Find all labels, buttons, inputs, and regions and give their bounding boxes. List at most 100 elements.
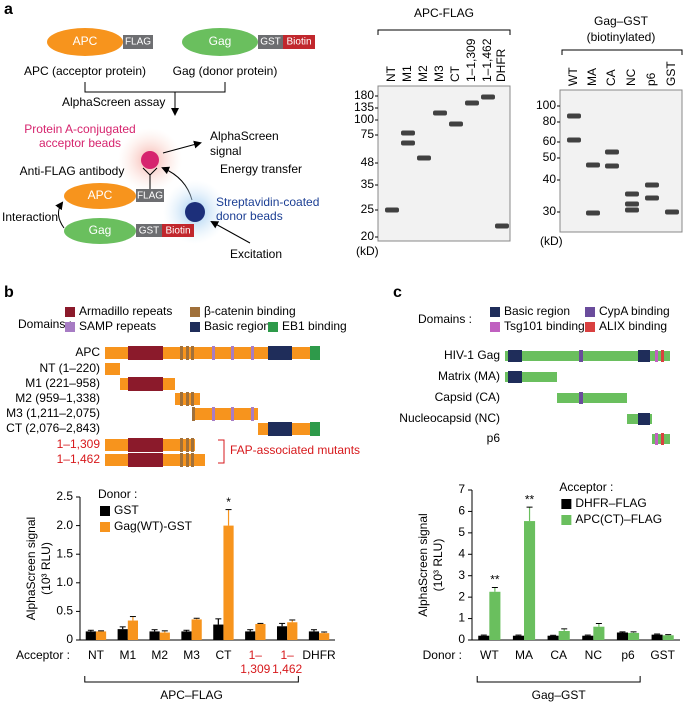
panel-label: b xyxy=(4,284,14,301)
domains-label: Domains : xyxy=(418,312,472,326)
legend-title: Donor : xyxy=(98,487,137,501)
x-tick-label: WT xyxy=(480,648,499,662)
blot-title: APC-FLAG xyxy=(414,6,474,20)
bar xyxy=(213,624,224,640)
biotin-label: Biotin xyxy=(165,226,190,237)
legend-label: SAMP repeats xyxy=(79,319,156,333)
legend-swatch xyxy=(190,322,200,332)
legend-label: Tsg101 binding xyxy=(504,319,585,333)
band xyxy=(625,191,639,197)
acceptor-bead xyxy=(141,151,159,169)
band xyxy=(481,94,495,100)
gag-shape xyxy=(64,218,136,244)
legend-label: Armadillo repeats xyxy=(79,304,172,318)
domain xyxy=(180,392,183,406)
protein-bar xyxy=(557,393,627,403)
domain xyxy=(191,438,194,452)
band xyxy=(625,201,639,207)
caption: APC (acceptor protein) xyxy=(24,64,146,78)
lane-label: NT xyxy=(384,65,398,82)
protein-bar xyxy=(505,351,670,361)
row-label: M1 (221–958) xyxy=(25,376,100,390)
band xyxy=(605,149,619,155)
x-tick-label: M3 xyxy=(183,648,200,662)
legend-label: DHFR–FLAG xyxy=(575,496,646,510)
legend-swatch xyxy=(561,515,572,525)
gst-label: GST xyxy=(139,226,160,237)
marker-label: 60 xyxy=(543,134,557,148)
y-tick-label: 7 xyxy=(458,482,465,496)
domain xyxy=(231,346,234,360)
domain xyxy=(186,346,189,360)
bar xyxy=(558,631,570,640)
marker-label: 80 xyxy=(543,114,557,128)
row-label: Capsid (CA) xyxy=(435,390,500,404)
band xyxy=(665,209,679,215)
bar xyxy=(159,632,170,640)
x-tick-label: NT xyxy=(88,648,105,662)
protein-bar xyxy=(105,363,120,375)
y-tick-label: 2.0 xyxy=(56,518,73,532)
y-tick-label: 3 xyxy=(458,568,465,582)
blot-title: (biotinylated) xyxy=(587,30,656,44)
row-label: Nucleocapsid (NC) xyxy=(399,411,500,425)
domain xyxy=(186,392,189,406)
blot xyxy=(377,85,511,242)
bar xyxy=(547,635,559,640)
row-label: NT (1–220) xyxy=(40,361,100,375)
band xyxy=(625,207,639,213)
gst-tag xyxy=(258,35,283,49)
marker-label: 35 xyxy=(361,177,375,191)
y-tick-label: 6 xyxy=(458,504,465,518)
y-tick-label: 4 xyxy=(458,546,465,560)
donor-bead xyxy=(185,202,205,222)
legend-label: APC(CT)–FLAG xyxy=(575,512,662,526)
flag-tag xyxy=(136,189,164,202)
row-label: M2 (959–1,338) xyxy=(15,391,100,405)
significance: ** xyxy=(525,492,535,506)
bracket xyxy=(84,676,299,683)
bar xyxy=(319,633,330,640)
gag-shape xyxy=(182,28,258,56)
bar xyxy=(651,634,663,640)
domain xyxy=(212,407,215,421)
arrow xyxy=(162,140,202,154)
band xyxy=(401,130,415,136)
lane-label: CT xyxy=(448,65,462,82)
legend-swatch xyxy=(100,506,110,516)
x-tick-label: DHFR xyxy=(302,648,336,662)
caption: Gag (donor protein) xyxy=(173,64,278,78)
y-axis-label: (10³ RLU) xyxy=(431,539,445,592)
marker-label: 30 xyxy=(543,204,557,218)
bar xyxy=(662,635,674,640)
domain xyxy=(192,407,195,421)
legend-label: β-catenin binding xyxy=(204,304,296,318)
lane-label: MA xyxy=(585,68,599,86)
lane-label: p6 xyxy=(644,72,658,86)
bar xyxy=(308,631,320,640)
row-label: Matrix (MA) xyxy=(438,369,500,383)
band xyxy=(433,110,447,116)
domain xyxy=(180,453,183,467)
band xyxy=(567,113,581,119)
legend-label: GST xyxy=(114,503,139,517)
bar xyxy=(85,631,96,640)
bar xyxy=(181,631,192,640)
marker-label: 20 xyxy=(361,229,375,243)
x-tick-label: 1– 1,309 xyxy=(240,648,270,676)
y-axis-label: (10³ RLU) xyxy=(39,542,53,595)
bar xyxy=(149,631,160,640)
bar xyxy=(127,620,139,640)
lane-label: CA xyxy=(604,69,618,86)
y-axis-label: AlphaScreen signal xyxy=(416,513,430,616)
bar xyxy=(255,623,266,640)
bar xyxy=(489,591,501,640)
group-label: Gag–GST xyxy=(532,688,587,702)
bar xyxy=(117,629,128,640)
domain xyxy=(310,346,320,360)
bar xyxy=(276,626,288,640)
bar xyxy=(287,622,298,640)
bead-label: acceptor beads xyxy=(39,136,121,150)
domain xyxy=(268,346,292,360)
